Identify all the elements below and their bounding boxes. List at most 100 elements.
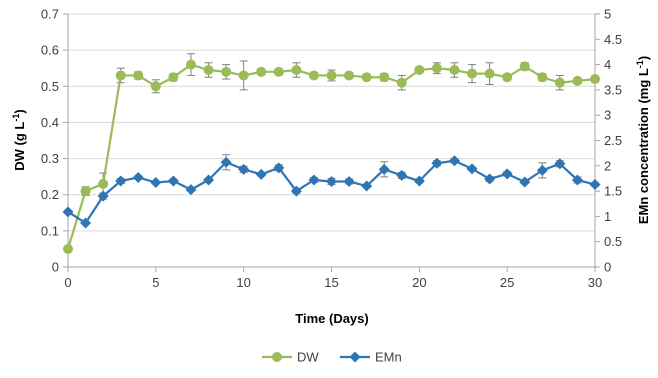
- data-point: [571, 174, 583, 186]
- axes: [63, 13, 600, 272]
- y-left-tick-label: 0.4: [41, 115, 59, 130]
- data-point: [132, 171, 144, 183]
- x-tick-label: 20: [412, 275, 426, 290]
- data-point: [98, 178, 109, 189]
- gridlines: [68, 13, 595, 232]
- data-point: [448, 155, 460, 167]
- data-point: [185, 59, 196, 70]
- y-axis-right-title: EMn concentration (mg L-1): [635, 56, 651, 224]
- series-layer: [62, 53, 601, 254]
- data-point: [554, 77, 565, 88]
- series-line: [67, 159, 596, 225]
- data-point: [343, 175, 355, 187]
- data-point: [308, 174, 320, 186]
- data-point: [80, 217, 92, 229]
- y-left-tick-label: 0.1: [41, 223, 59, 238]
- data-point: [326, 175, 337, 187]
- y-left-tick-label: 0.5: [41, 79, 59, 94]
- data-point: [379, 72, 390, 83]
- data-point: [484, 68, 495, 79]
- tick-labels: 0 5 10 15 20 25 3000.10.20.30.40.50.60.700.511…: [41, 7, 622, 291]
- series-emn: [62, 154, 601, 229]
- y-right-tick-label: 4: [604, 57, 611, 72]
- data-point: [466, 163, 478, 175]
- x-tick-label: 30: [588, 275, 602, 290]
- data-point: [63, 243, 73, 254]
- series-dw: [63, 53, 600, 254]
- data-point: [115, 175, 127, 187]
- x-tick-label: 15: [324, 275, 338, 290]
- y-left-tick-label: 0.6: [41, 43, 59, 58]
- data-point: [273, 66, 284, 77]
- data-point: [590, 74, 600, 85]
- data-point: [221, 66, 232, 77]
- legend-item-dw: DW: [262, 350, 319, 365]
- data-point: [413, 175, 425, 187]
- legend-label: EMn: [375, 350, 402, 365]
- y-left-tick-label: 0.3: [41, 151, 59, 166]
- legend: DW EMn: [262, 350, 402, 365]
- data-point: [115, 70, 126, 81]
- data-point: [185, 184, 197, 196]
- data-point: [396, 77, 407, 88]
- legend-marker: [272, 352, 282, 362]
- y-right-tick-label: 1: [604, 209, 611, 224]
- y-axis-left-title: DW (g L-1): [11, 109, 27, 170]
- data-point: [256, 66, 267, 77]
- data-point: [150, 81, 161, 92]
- y-left-tick-label: 0.2: [41, 187, 59, 202]
- data-point: [203, 65, 214, 76]
- x-axis-title: Time (Days): [295, 311, 368, 326]
- data-point: [572, 75, 583, 86]
- data-point: [291, 65, 302, 76]
- x-tick-label: 0: [64, 275, 71, 290]
- data-point: [414, 65, 425, 76]
- data-point: [519, 61, 530, 72]
- legend-item-emn: EMn: [340, 350, 402, 365]
- data-point: [431, 157, 443, 169]
- data-point: [554, 158, 566, 170]
- data-point: [80, 186, 91, 197]
- y-left-tick-label: 0.7: [41, 7, 59, 22]
- data-point: [484, 173, 496, 185]
- data-point: [344, 70, 355, 81]
- y-right-tick-label: 1.5: [604, 184, 622, 199]
- data-point: [501, 168, 513, 180]
- y-right-tick-label: 0.5: [604, 234, 622, 249]
- data-point: [133, 70, 144, 81]
- y-right-tick-label: 3: [604, 108, 611, 123]
- legend-label: DW: [297, 350, 319, 365]
- y-right-tick-label: 5: [604, 7, 611, 22]
- data-point: [449, 65, 460, 76]
- data-point: [308, 70, 319, 81]
- data-point: [238, 163, 250, 175]
- data-point: [238, 70, 249, 81]
- x-tick-label: 5: [152, 275, 159, 290]
- data-point: [502, 72, 513, 83]
- data-point: [361, 72, 372, 83]
- x-tick-label: 25: [500, 275, 514, 290]
- data-point: [431, 63, 442, 74]
- y-right-tick-label: 3.5: [604, 82, 622, 97]
- y-right-tick-label: 4.5: [604, 32, 622, 47]
- data-point: [273, 162, 285, 174]
- y-left-tick-label: 0: [52, 260, 59, 275]
- data-point: [326, 70, 337, 81]
- x-tick-label: 10: [236, 275, 250, 290]
- data-point: [150, 176, 162, 188]
- data-point: [537, 72, 548, 83]
- data-point: [220, 156, 232, 168]
- series-line: [66, 63, 596, 250]
- legend-marker: [349, 351, 361, 363]
- data-point: [378, 163, 390, 175]
- data-point: [203, 174, 215, 186]
- data-point: [589, 179, 601, 191]
- data-point: [536, 164, 548, 176]
- y-right-tick-label: 0: [604, 260, 611, 275]
- y-right-tick-label: 2: [604, 158, 611, 173]
- data-point: [519, 176, 531, 188]
- data-point: [255, 168, 267, 180]
- data-point: [290, 185, 302, 197]
- data-point: [168, 72, 179, 83]
